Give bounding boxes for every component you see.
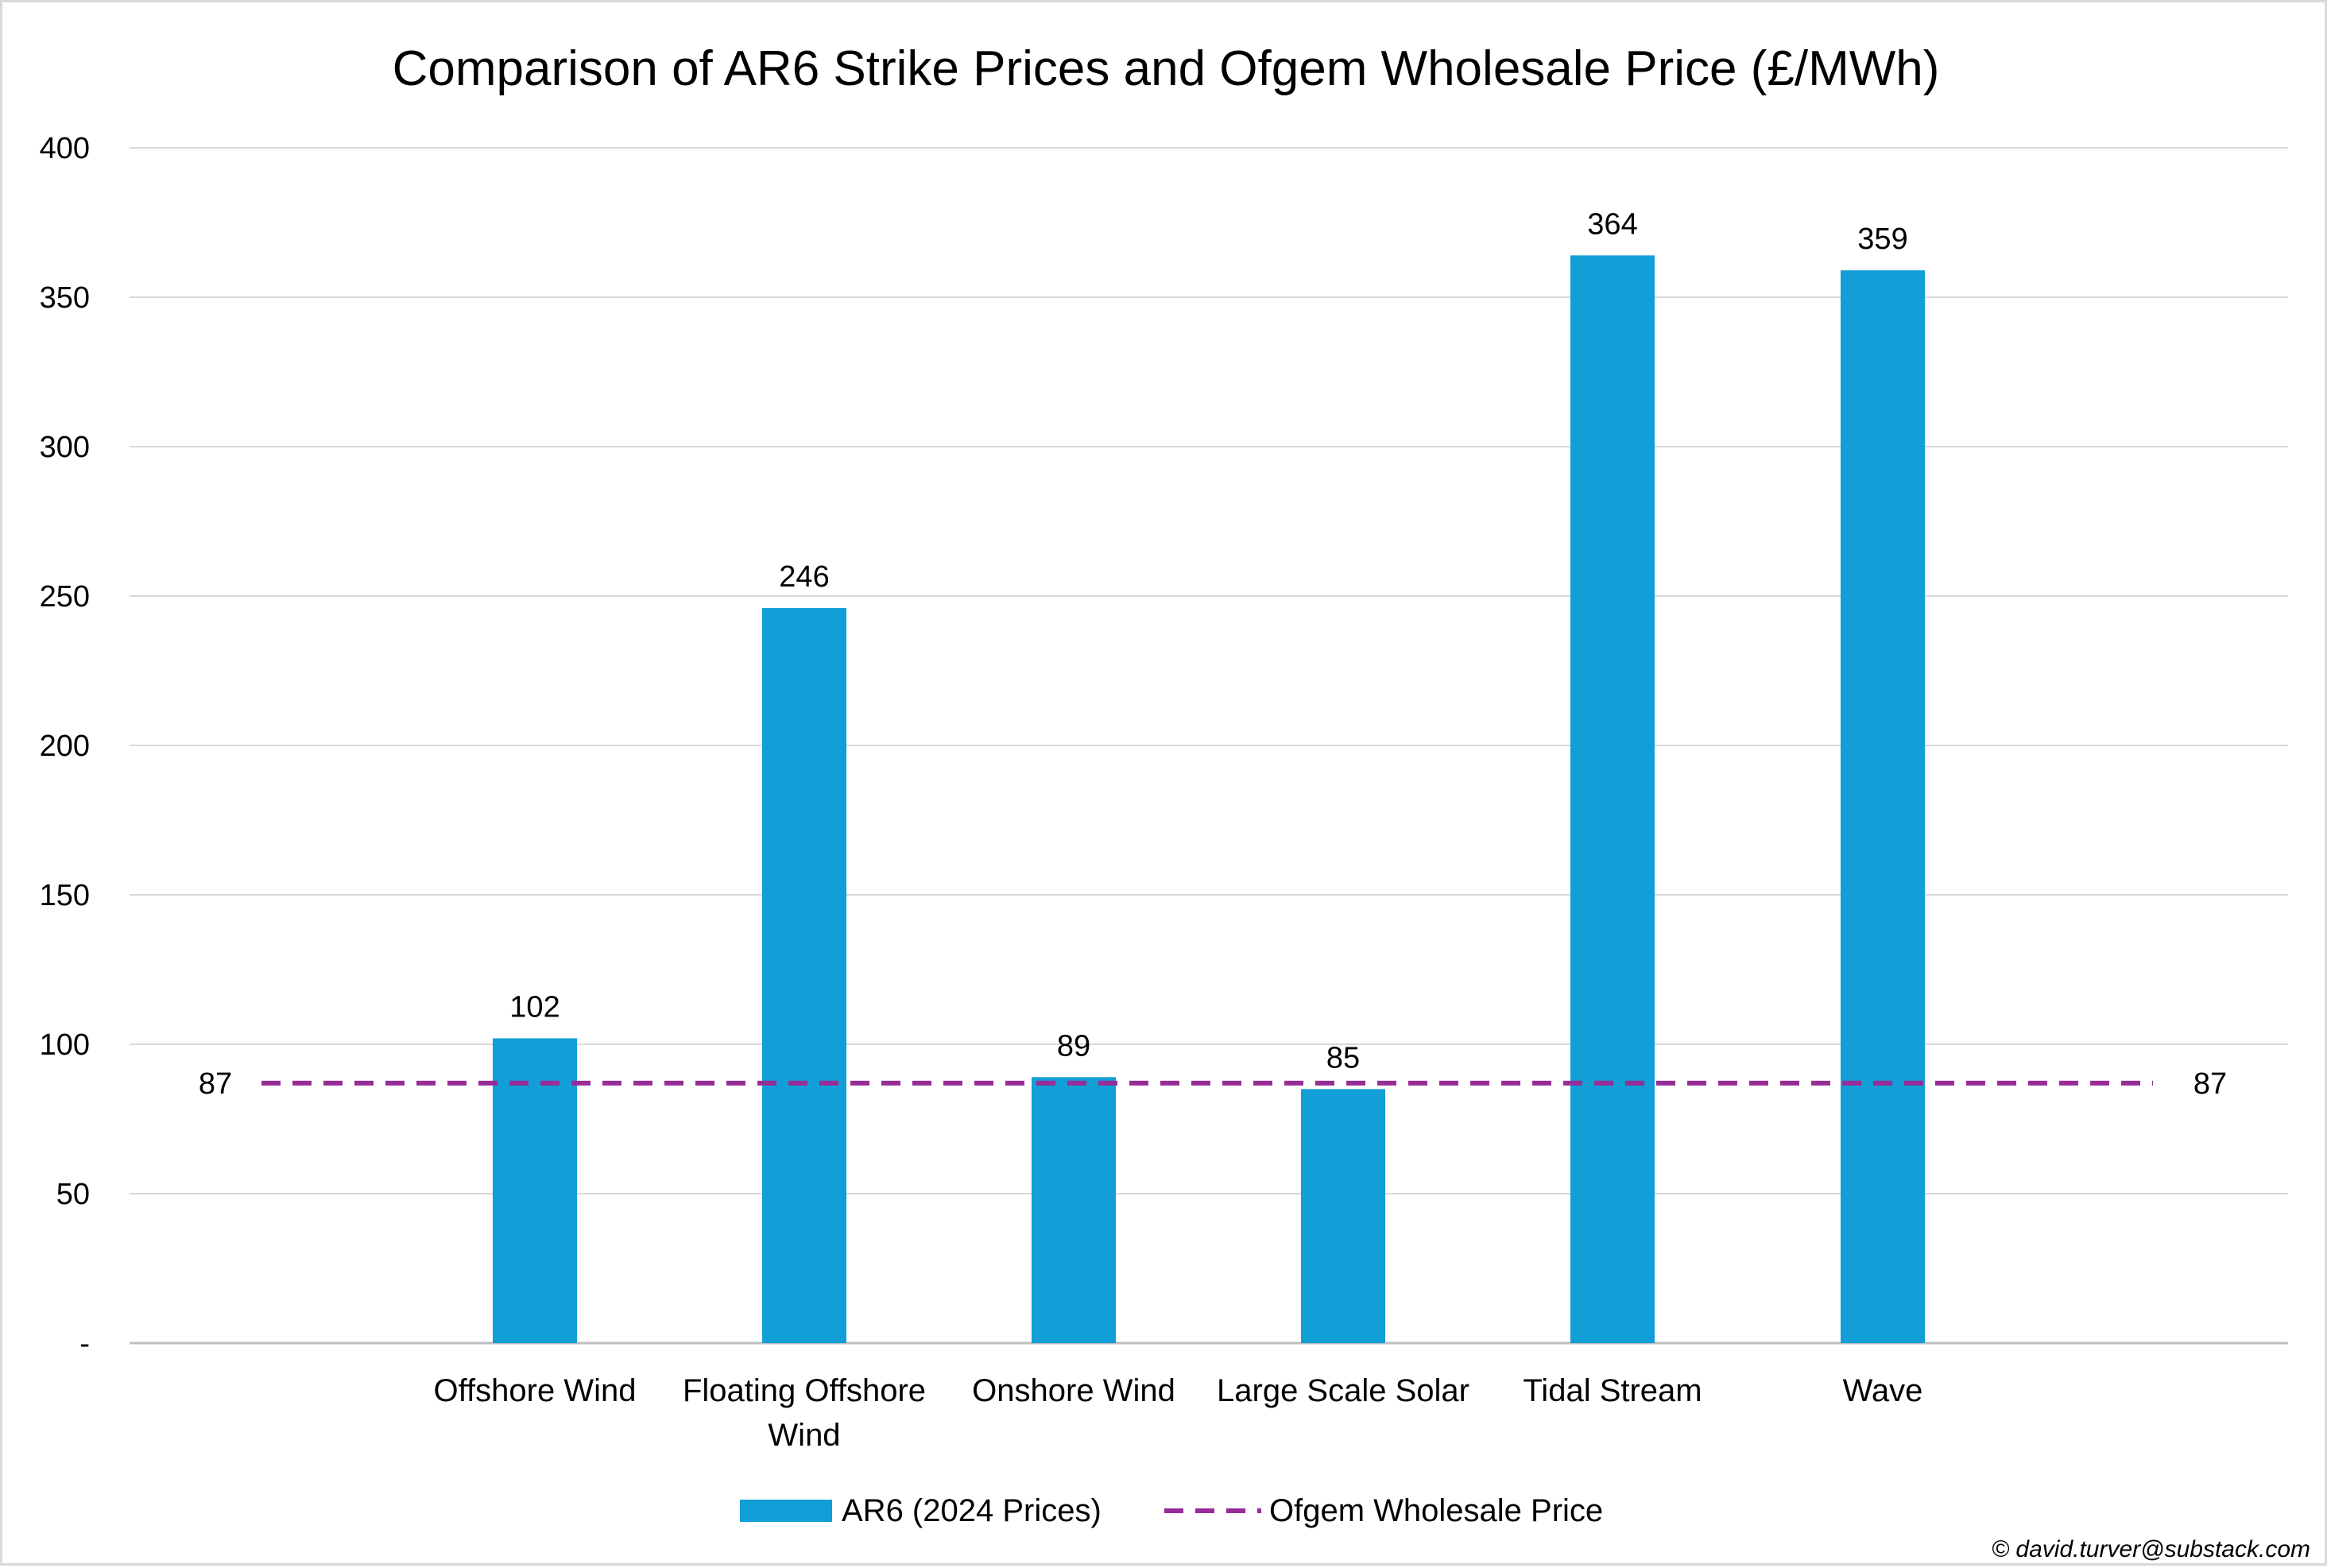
y-tick-label: 200 [40,730,90,763]
y-tick-label: 300 [40,431,90,464]
x-category-label: Onshore Wind [972,1373,1175,1408]
legend-swatch-bar [740,1500,832,1522]
legend-label-line: Ofgem Wholesale Price [1269,1493,1603,1528]
chart-title: Comparison of AR6 Strike Prices and Ofge… [393,41,1940,96]
bar [493,1038,577,1343]
legend-label-bar: AR6 (2024 Prices) [842,1493,1102,1528]
bar-data-label: 364 [1587,207,1637,241]
bar [1841,270,1925,1343]
bar-data-label: 102 [509,990,559,1024]
x-category-label: Offshore Wind [434,1373,637,1408]
bar-series [493,255,1925,1343]
bar-data-label: 359 [1857,223,1907,256]
y-axis: - 50 100 150 200 250 300 350 400 [40,132,90,1361]
bar-data-label: 246 [779,560,829,594]
bar [1570,255,1655,1343]
credit-text: © david.turver@substack.com [1992,1536,2310,1562]
y-tick-label: 50 [56,1178,90,1211]
y-tick-label: 250 [40,580,90,614]
y-tick-label: 150 [40,879,90,912]
y-tick-label: 350 [40,281,90,315]
line-data-label: 87 [199,1067,232,1101]
x-category-label: Large Scale Solar [1217,1373,1469,1408]
y-tick-label: - [79,1327,90,1361]
y-tick-label: 400 [40,132,90,165]
y-tick-label: 100 [40,1028,90,1062]
bar [762,608,846,1343]
x-category-label: Wave [1843,1373,1923,1408]
x-category-label: Floating Offshore [683,1373,926,1408]
x-axis: Offshore Wind Floating Offshore Wind Onshor… [434,1373,1923,1453]
bar [1032,1077,1116,1343]
line-data-label: 87 [2193,1067,2227,1101]
data-labels: 102 246 89 85 364 359 87 87 [199,207,2227,1101]
x-category-label: Wind [768,1418,840,1453]
bar [1301,1089,1385,1343]
legend: AR6 (2024 Prices) Ofgem Wholesale Price [740,1493,1603,1528]
bar-data-label: 89 [1057,1029,1090,1063]
bar-data-label: 85 [1326,1041,1360,1074]
gridlines [130,147,2288,1345]
x-category-label: Tidal Stream [1523,1373,1702,1408]
